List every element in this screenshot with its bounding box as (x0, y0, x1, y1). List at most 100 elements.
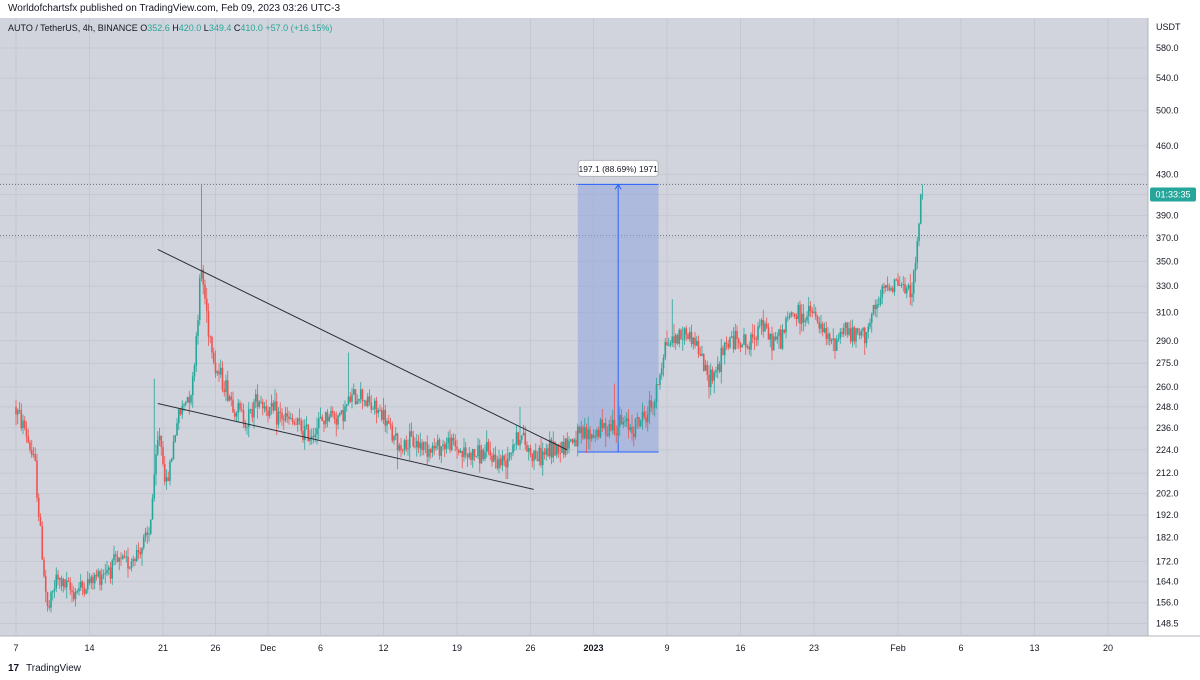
candle-body (604, 423, 607, 436)
price-chart[interactable]: 148.5 156.0 164.0 172.0 182.0 192.0 202.0 212.0… (0, 0, 1200, 658)
candle-body (849, 328, 852, 342)
candle-body (169, 461, 171, 481)
candle-body (722, 347, 724, 356)
candle-body (328, 416, 331, 422)
candle-body (22, 420, 24, 429)
candle-body (897, 279, 899, 286)
candle-body (400, 445, 402, 451)
wedge-lower-trendline[interactable] (157, 402, 534, 490)
candle-body (335, 419, 338, 425)
candle-body (800, 313, 803, 324)
candle-body (433, 445, 436, 449)
price-tick-label: 172.0 (1156, 556, 1179, 566)
candle-body (156, 440, 159, 455)
candle-body (484, 451, 486, 460)
candle-body (898, 284, 901, 286)
price-tick-label: 260.0 (1156, 382, 1179, 392)
candle-body (275, 401, 278, 425)
candle-body (774, 336, 777, 340)
candle-body (43, 559, 45, 577)
price-tick-label: 212.0 (1156, 468, 1179, 478)
time-axis[interactable] (0, 636, 1200, 658)
candle-body (219, 367, 222, 375)
price-tick-label: 224.0 (1156, 445, 1179, 455)
candle-body (765, 323, 768, 328)
candle-body (121, 555, 124, 559)
candle-body (330, 410, 332, 417)
candle-body (599, 419, 602, 437)
time-tick-label: 2023 (583, 643, 603, 653)
candle-body (71, 590, 73, 593)
candle-body (90, 576, 93, 584)
symbol-label: AUTO / TetherUS, 4h, BINANCE (8, 23, 140, 33)
candle-body (615, 433, 618, 436)
candle-body (482, 449, 485, 460)
price-tick-label: 156.0 (1156, 598, 1179, 608)
currency-label: USDT (1156, 22, 1181, 32)
candle-body (202, 269, 205, 285)
candle-body (44, 576, 47, 592)
candle-body (916, 241, 919, 263)
candle-body (172, 441, 175, 460)
candle-body (274, 401, 276, 411)
candle-body (144, 532, 147, 537)
candle-body (624, 420, 626, 422)
candle-body (314, 434, 317, 438)
candle-body (662, 357, 665, 369)
candle-body (547, 448, 549, 457)
candle-body (183, 404, 185, 406)
candle-body (891, 288, 894, 292)
candle-body (214, 362, 217, 374)
candle-body (106, 569, 108, 574)
candle-body (179, 409, 182, 415)
wedge-upper-trendline[interactable] (157, 249, 568, 451)
candle-body (720, 347, 723, 372)
candle-body (107, 567, 110, 570)
tradingview-logo-icon[interactable]: 17 (8, 663, 20, 674)
candle-body (442, 444, 444, 447)
candle-body (312, 436, 315, 438)
price-tick-label: 248.0 (1156, 402, 1179, 412)
candle-body (163, 464, 166, 482)
candle-body (69, 581, 72, 591)
candle-body (506, 458, 509, 468)
candle-body (650, 400, 653, 408)
candle-body (53, 588, 56, 591)
candle-body (727, 343, 730, 348)
chart-pane[interactable] (0, 18, 1148, 636)
candle-body (384, 409, 387, 426)
candle-body (295, 423, 297, 425)
candle-body (64, 579, 66, 588)
change-value: +57.0 (+16.15%) (265, 23, 332, 33)
candle-body (772, 336, 775, 351)
candle-body (62, 579, 65, 587)
footer-brand[interactable]: TradingView (26, 663, 82, 674)
price-axis[interactable] (1148, 18, 1200, 636)
candle-body (827, 333, 829, 339)
candle-body (354, 389, 357, 405)
candle-body (666, 341, 668, 346)
candle-body (776, 336, 779, 340)
candle-body (279, 411, 282, 413)
candle-body (503, 455, 506, 461)
candle-body (704, 364, 707, 371)
publish-info: Worldofchartsfx published on TradingView… (8, 3, 341, 14)
candle-body (204, 284, 206, 299)
candle-body (592, 434, 595, 438)
candle-body (408, 431, 411, 448)
candle-body (459, 450, 462, 453)
candle-body (603, 423, 605, 429)
candle-body (142, 536, 145, 548)
candle-body (729, 337, 731, 348)
measure-arrow-head (614, 183, 622, 190)
candle-body (764, 323, 766, 332)
candle-body (55, 574, 58, 589)
candle-body (895, 279, 898, 281)
candle-body (921, 194, 924, 196)
candle-body (48, 605, 51, 608)
candle-body (18, 410, 21, 411)
candle-body (190, 395, 192, 403)
candle-body (394, 433, 397, 436)
candle-body (267, 410, 269, 416)
candle-body (683, 328, 686, 340)
